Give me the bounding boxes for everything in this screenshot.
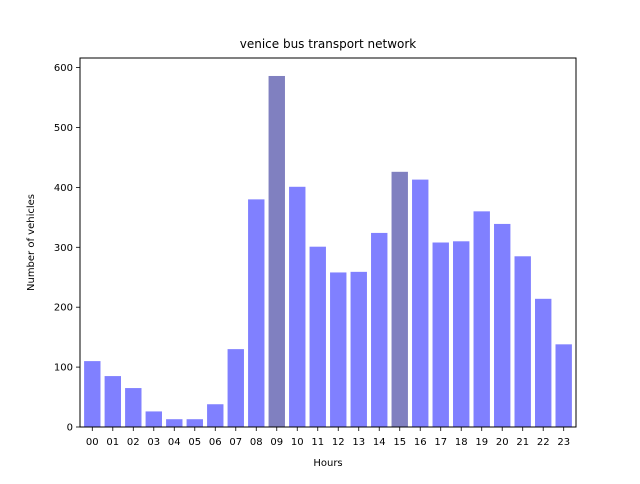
x-tick-label: 13 (352, 437, 365, 448)
x-tick-label: 14 (373, 437, 386, 448)
x-tick-label: 09 (270, 437, 283, 448)
x-tick-label: 15 (393, 437, 406, 448)
y-tick-label: 100 (54, 363, 73, 374)
y-tick-label: 400 (54, 183, 73, 194)
y-tick-label: 0 (67, 423, 73, 434)
bar-11 (309, 246, 326, 427)
bar-22 (535, 298, 552, 427)
x-tick-label: 05 (188, 437, 201, 448)
x-tick-label: 01 (106, 437, 119, 448)
x-tick-label: 19 (475, 437, 488, 448)
x-tick-label: 04 (168, 437, 181, 448)
x-tick-label: 08 (250, 437, 263, 448)
y-tick-label: 200 (54, 303, 73, 314)
bar-13 (350, 271, 367, 427)
x-tick-label: 23 (557, 437, 570, 448)
x-tick-label: 17 (434, 437, 447, 448)
x-tick-label: 11 (311, 437, 324, 448)
bar-07 (227, 349, 244, 427)
x-tick-label: 21 (516, 437, 529, 448)
chart-title: venice bus transport network (240, 37, 417, 51)
x-tick-label: 22 (537, 437, 550, 448)
bar-18 (453, 241, 470, 427)
x-tick-label: 10 (291, 437, 304, 448)
x-axis-label: Hours (313, 458, 342, 469)
x-tick-label: 07 (229, 437, 242, 448)
x-tick-label: 03 (147, 437, 160, 448)
bar-15 (391, 171, 408, 427)
bar-03 (145, 411, 162, 427)
y-ticks-group: 0 100 200 300 400 500 600 (54, 63, 80, 434)
bar-00 (84, 361, 101, 427)
bar-09 (268, 75, 285, 427)
y-axis-label: Number of vehicles (26, 194, 37, 291)
x-tick-label: 12 (332, 437, 345, 448)
bar-20 (494, 223, 511, 427)
bar-14 (371, 232, 388, 427)
bar-23 (555, 344, 572, 427)
y-tick-label: 300 (54, 243, 73, 254)
x-tick-label: 02 (127, 437, 140, 448)
bar-21 (514, 256, 531, 427)
bar-10 (289, 186, 306, 427)
x-tick-label: 00 (86, 437, 99, 448)
y-tick-label: 500 (54, 123, 73, 134)
x-tick-label: 06 (209, 437, 222, 448)
x-ticks-group: 00 01 02 03 04 05 06 07 08 09 10 11 12 13 14 15 16 17 18 19… (86, 427, 570, 448)
bar-01 (104, 376, 121, 427)
axes-frame (79, 57, 577, 428)
bar-17 (432, 242, 449, 427)
bar-05 (186, 419, 203, 427)
bar-04 (166, 419, 183, 427)
bar-16 (412, 179, 429, 427)
bar-06 (207, 404, 224, 427)
bar-12 (330, 272, 347, 427)
bars-group (84, 75, 572, 427)
x-tick-label: 18 (455, 437, 468, 448)
x-tick-label: 20 (496, 437, 509, 448)
bar-02 (125, 388, 142, 427)
x-tick-label: 16 (414, 437, 427, 448)
bar-08 (248, 199, 265, 427)
y-tick-label: 600 (54, 63, 73, 74)
bar-19 (473, 211, 490, 427)
